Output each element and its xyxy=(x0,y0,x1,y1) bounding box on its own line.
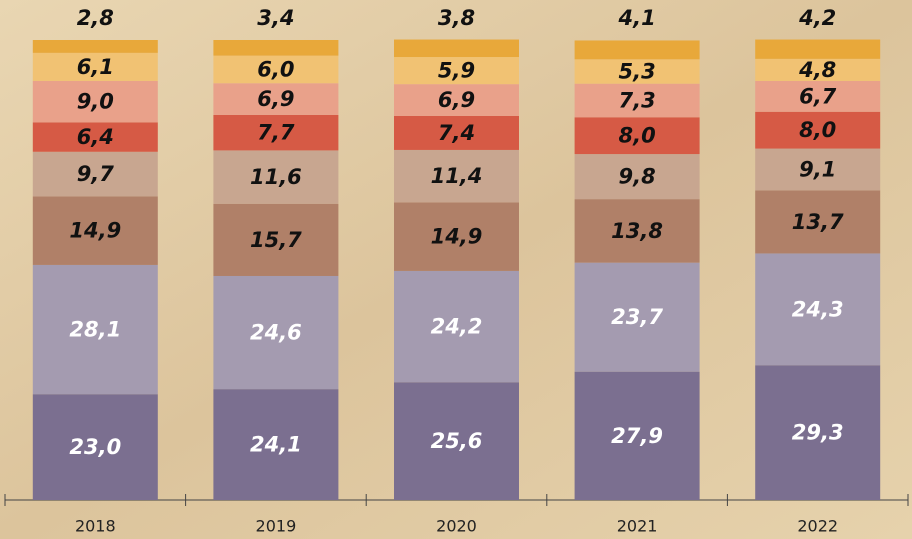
value-label: 24,2 xyxy=(431,315,483,339)
value-label: 3,8 xyxy=(438,6,475,30)
value-label: 15,7 xyxy=(250,228,302,252)
bar-segment xyxy=(33,40,158,53)
value-label: 24,1 xyxy=(250,433,302,457)
value-label: 9,1 xyxy=(799,157,836,181)
value-label: 11,4 xyxy=(431,164,483,188)
x-tick-label: 2021 xyxy=(617,517,658,536)
bar-segment xyxy=(755,40,880,59)
value-label: 9,7 xyxy=(77,162,115,186)
bar-segment xyxy=(213,40,338,56)
value-label: 9,0 xyxy=(77,90,114,114)
value-label: 7,3 xyxy=(618,88,655,112)
value-label: 5,9 xyxy=(438,59,475,83)
bar-segment xyxy=(394,40,519,57)
chart: 2018 23,0 28,1 14,9 9,7 6,4 9,0 6,1 2,8 2019 24,1 2… xyxy=(0,0,912,539)
x-tick-label: 2022 xyxy=(797,517,838,536)
value-label: 23,7 xyxy=(611,305,663,329)
value-label: 6,4 xyxy=(77,125,114,149)
value-label: 9,8 xyxy=(618,165,655,189)
value-label: 4,2 xyxy=(798,6,836,30)
value-label: 3,4 xyxy=(257,6,294,30)
value-label: 13,8 xyxy=(611,219,663,243)
value-label: 5,3 xyxy=(618,60,655,84)
value-label: 4,1 xyxy=(617,6,655,30)
value-label: 7,7 xyxy=(257,121,295,145)
value-label: 23,0 xyxy=(69,435,121,459)
value-label: 6,9 xyxy=(257,87,294,111)
value-label: 8,0 xyxy=(618,124,655,148)
value-label: 6,0 xyxy=(257,57,294,81)
value-label: 7,4 xyxy=(438,121,475,145)
value-label: 8,0 xyxy=(799,118,836,142)
x-tick-label: 2020 xyxy=(436,517,477,536)
value-label: 24,6 xyxy=(250,321,302,345)
x-tick-label: 2018 xyxy=(75,517,116,536)
value-label: 14,9 xyxy=(431,225,483,249)
value-label: 4,8 xyxy=(798,58,836,82)
bar-segment xyxy=(575,40,700,59)
value-label: 6,7 xyxy=(799,84,837,108)
value-label: 29,3 xyxy=(792,421,844,445)
x-tick-label: 2019 xyxy=(256,517,297,536)
value-label: 24,3 xyxy=(792,297,844,321)
value-label: 6,9 xyxy=(438,88,475,112)
value-label: 11,6 xyxy=(250,165,302,189)
value-label: 2,8 xyxy=(77,6,114,30)
value-label: 25,6 xyxy=(431,429,483,453)
value-label: 27,9 xyxy=(611,424,663,448)
value-label: 13,7 xyxy=(792,210,844,234)
value-label: 28,1 xyxy=(69,318,121,342)
value-label: 6,1 xyxy=(77,55,114,79)
value-label: 14,9 xyxy=(69,219,121,243)
